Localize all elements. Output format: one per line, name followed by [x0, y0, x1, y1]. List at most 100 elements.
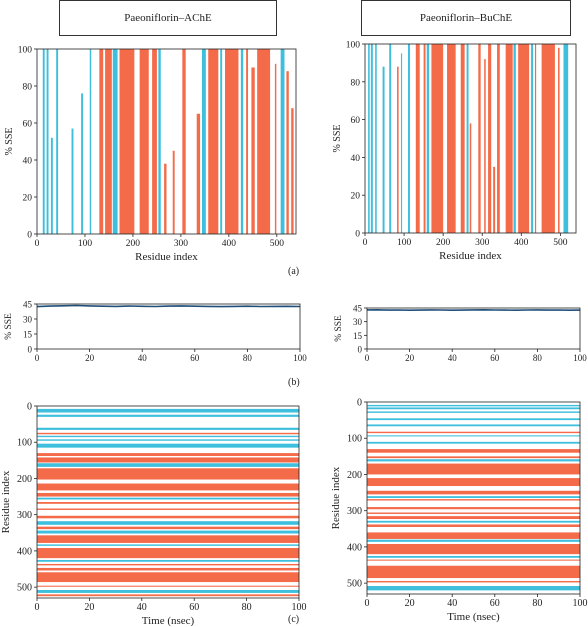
x-axis-label-c-right: Time (nsec) — [447, 611, 500, 623]
strand-bar-a-right — [531, 44, 534, 233]
y-tick-label-c-right: 0 — [357, 398, 362, 409]
y-tick-label-b-left: 45 — [23, 300, 33, 310]
strand-band-c-right — [367, 586, 580, 591]
strand-bar-a-left — [81, 93, 84, 235]
plot-frame-c-left — [36, 405, 300, 599]
x-tick-label-b-left: 20 — [85, 353, 95, 363]
y-tick-label-b-left: 0 — [28, 345, 33, 355]
plot-frame-a-right — [364, 43, 577, 234]
x-tick-label-c-right: 100 — [573, 598, 588, 609]
strand-band-c-left — [37, 590, 299, 593]
helix-bar-a-right — [484, 59, 486, 234]
x-tick-label-c-right: 40 — [447, 598, 457, 609]
strand-band-c-left — [37, 559, 299, 562]
x-tick-label-c-left: 80 — [242, 602, 252, 613]
helix-bar-a-left — [182, 49, 186, 234]
y-tick-label-c-right: 500 — [347, 579, 362, 590]
helix-band-c-right — [367, 499, 580, 501]
panel-label-a: (a) — [288, 266, 300, 277]
helix-band-c-left — [37, 468, 299, 480]
y-tick-label-b-right: 45 — [353, 304, 363, 314]
helix-band-c-left — [37, 453, 299, 456]
helix-band-c-right — [367, 449, 580, 453]
x-tick-label-a-right: 200 — [436, 238, 451, 248]
x-tick-label-a-left: 0 — [35, 239, 40, 249]
y-tick-label-a-right: 20 — [351, 192, 361, 202]
helix-bar-a-left — [139, 49, 149, 234]
helix-bar-a-right — [397, 66, 399, 234]
y-tick-label-c-left: 300 — [17, 510, 32, 521]
x-tick-label-a-left: 400 — [222, 239, 237, 249]
helix-bar-a-left — [152, 49, 157, 234]
plot-frame-b-left — [36, 303, 301, 350]
strand-bar-a-left — [89, 49, 92, 234]
y-tick-label-a-left: 40 — [23, 157, 33, 167]
helix-bar-a-left — [172, 150, 175, 234]
helix-band-c-left — [37, 432, 299, 435]
helix-bar-a-left — [99, 49, 104, 234]
helix-bar-a-right — [493, 166, 496, 233]
helix-band-c-left — [37, 508, 299, 510]
x-tick-label-c-left: 40 — [137, 602, 147, 613]
y-tick-label-a-left: 20 — [23, 194, 33, 204]
helix-band-c-right — [367, 456, 580, 459]
helix-band-c-right — [367, 431, 580, 434]
strand-bar-a-right — [426, 44, 430, 233]
helix-bar-a-left — [119, 49, 135, 234]
x-axis-label-a-right: Residue index — [439, 250, 502, 262]
x-tick-label-a-right: 100 — [397, 238, 412, 248]
helix-band-c-right — [367, 516, 580, 520]
helix-bar-a-right — [558, 47, 560, 233]
x-tick-label-b-right: 100 — [573, 353, 587, 363]
x-tick-label-c-right: 20 — [405, 598, 415, 609]
y-tick-label-a-left: 0 — [27, 231, 32, 241]
helix-bar-a-right — [497, 44, 500, 233]
strand-band-c-right — [367, 555, 580, 558]
plot-frame-a-left — [36, 48, 297, 235]
strand-bar-a-left — [158, 49, 161, 234]
helix-bar-a-right — [460, 44, 465, 233]
helix-band-c-right — [367, 478, 580, 487]
helix-band-c-left — [37, 515, 299, 519]
x-tick-label-c-left: 20 — [84, 602, 94, 613]
strand-band-c-left — [37, 463, 299, 467]
y-tick-label-b-right: 30 — [353, 317, 363, 327]
strand-bar-a-right — [466, 44, 469, 233]
y-tick-label-c-left: 500 — [17, 583, 32, 594]
helix-bar-a-right — [541, 44, 555, 233]
x-tick-label-a-left: 200 — [126, 239, 141, 249]
helix-bar-a-left — [257, 49, 271, 234]
helix-band-c-left — [37, 563, 299, 566]
y-tick-label-c-left: 400 — [17, 546, 32, 557]
strand-bar-a-right — [370, 44, 373, 233]
chart-title-a-left: Paeoniflorin–AChE — [59, 0, 277, 36]
helix-bar-a-right — [447, 44, 456, 233]
x-axis-label-a-left: Residue index — [135, 251, 198, 263]
y-tick-label-a-right: 0 — [355, 230, 360, 240]
strand-bar-a-left — [71, 128, 74, 234]
helix-band-c-right — [367, 463, 580, 475]
y-tick-label-c-right: 200 — [347, 470, 362, 481]
strand-band-c-left — [37, 435, 299, 438]
helix-band-c-left — [37, 594, 299, 597]
y-tick-label-a-right: 80 — [351, 78, 361, 88]
strand-band-c-left — [37, 408, 299, 413]
y-tick-label-b-right: 15 — [353, 331, 363, 341]
x-axis-label-c-left: Time (nsec) — [142, 615, 195, 627]
x-tick-label-a-right: 400 — [514, 238, 529, 248]
strand-band-c-left — [37, 439, 299, 441]
helix-band-c-right — [367, 524, 580, 527]
helix-bar-a-left — [208, 49, 219, 234]
helix-bar-a-right — [415, 44, 420, 233]
panel-label-c: (c) — [288, 614, 300, 625]
strand-band-c-right — [367, 404, 580, 407]
y-tick-label-b-left: 30 — [23, 315, 33, 325]
helix-bar-a-left — [246, 49, 249, 234]
y-axis-label-a-left: % SSE — [4, 127, 15, 155]
x-tick-label-b-left: 60 — [190, 353, 200, 363]
strand-bar-a-right — [400, 53, 403, 234]
strand-bar-a-right — [563, 44, 569, 233]
helix-band-c-left — [37, 567, 299, 571]
chart-title-a-right: Paeoniflorin–BuChE — [361, 0, 571, 36]
